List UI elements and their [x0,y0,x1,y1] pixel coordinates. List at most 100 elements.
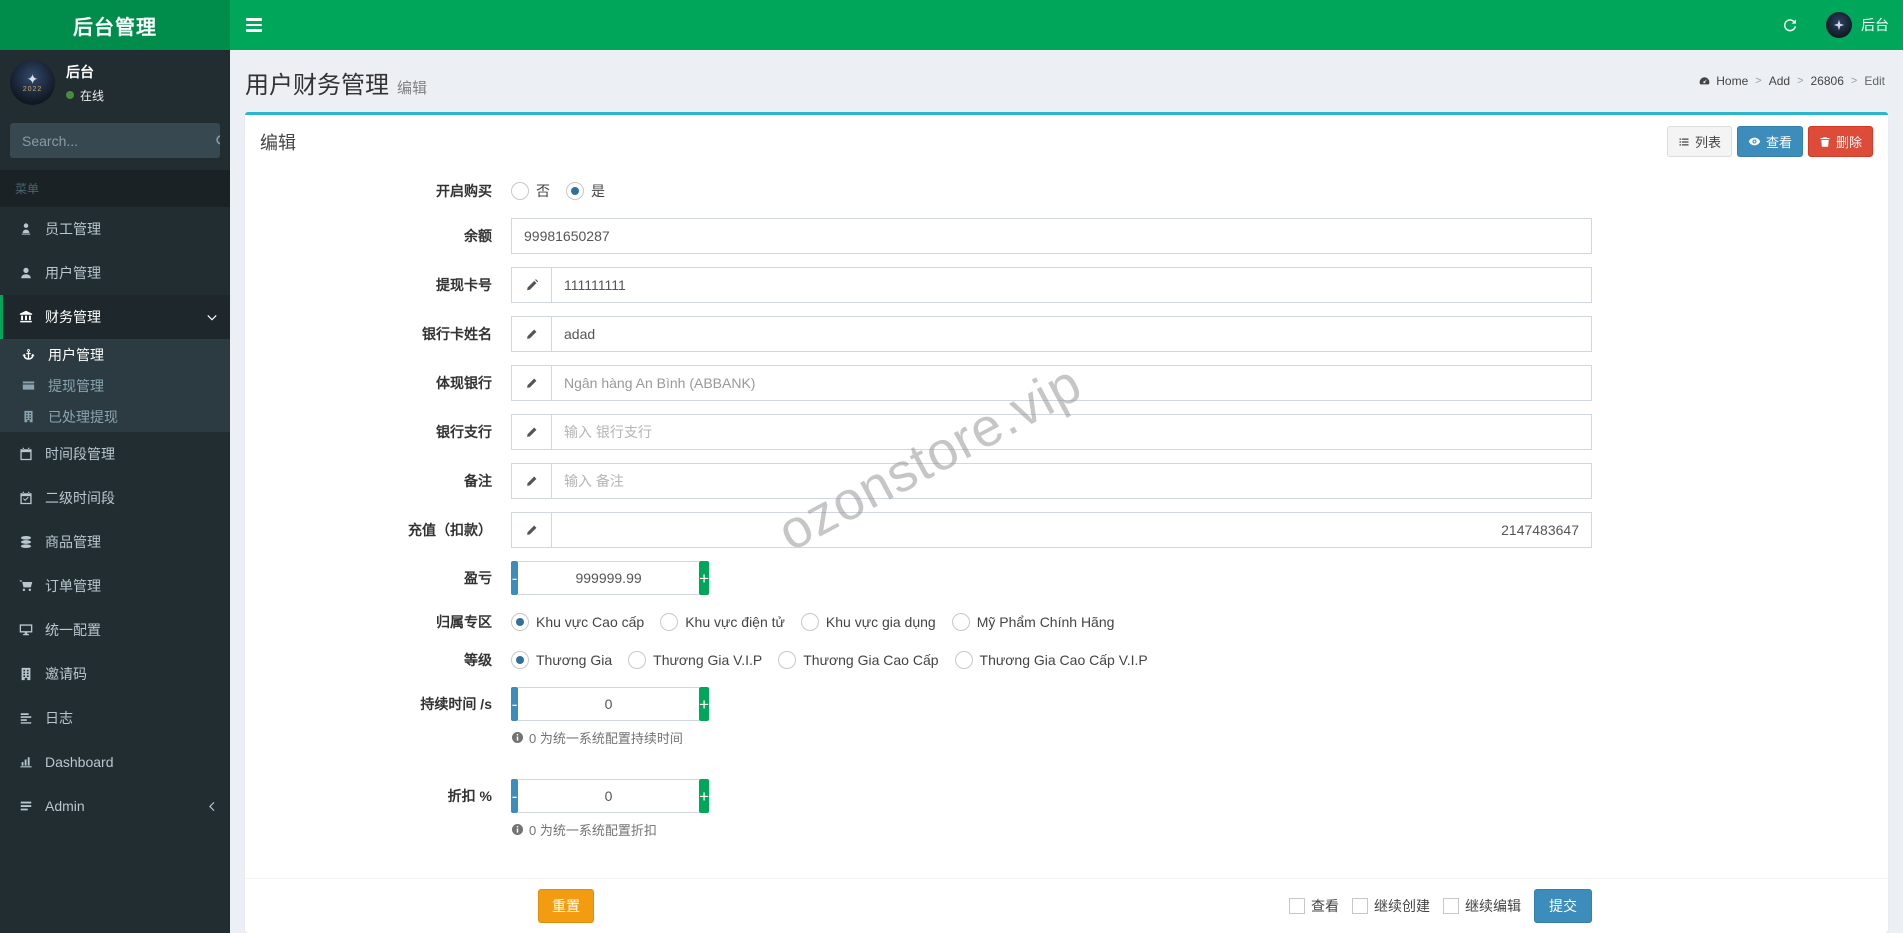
breadcrumb: Home > Add > 26806 > Edit [1698,74,1885,88]
card-name-input[interactable] [551,316,1592,352]
radio-zone-3[interactable]: Mỹ Phẩm Chính Hãng [951,613,1114,631]
duration-plus-button[interactable]: + [699,687,709,721]
discount-spinner: - + [511,779,709,813]
info-icon [511,823,524,836]
pencil-icon [511,463,551,499]
duration-input[interactable] [518,687,700,721]
sidebar-subitem-user-finance[interactable]: 用户管理 [0,339,230,370]
credit-card-icon [18,379,39,392]
breadcrumb-home[interactable]: Home [1698,74,1748,88]
bank-input[interactable] [551,365,1592,401]
sidebar-item-logs[interactable]: 日志 [0,696,230,740]
view-button[interactable]: 查看 [1736,126,1803,157]
avatar-emblem-icon: ✦ [26,71,39,87]
sidebar-toggle-button[interactable] [230,0,278,50]
discount-input[interactable] [518,779,700,813]
refresh-button[interactable] [1768,0,1812,50]
sidebar-item-users[interactable]: 用户管理 [0,251,230,295]
branch-input[interactable] [551,414,1592,450]
radio-zone-1[interactable]: Khu vực điện tử [660,613,785,631]
brand-logo[interactable]: 后台管理 [0,0,230,50]
field-balance: 余额 [245,218,1888,254]
radio-zone-2[interactable]: Khu vực gia dụng [800,613,936,631]
dashboard-gauge-icon [1698,75,1711,88]
refresh-icon [1782,17,1798,33]
sidebar-item-admin[interactable]: Admin [0,784,230,828]
discount-plus-button[interactable]: + [699,779,709,813]
radio-circle-checked [511,651,529,669]
submit-button[interactable]: 提交 [1534,889,1592,923]
field-bank: 体现银行 [245,365,1888,401]
online-status-dot [66,91,74,99]
card-no-input[interactable] [551,267,1592,303]
field-profit: 盈亏 - + [245,561,1888,595]
menu-header: 菜单 [0,170,230,207]
pencil-icon [511,512,551,548]
checkbox-view-after[interactable]: 查看 [1289,896,1339,916]
form-footer: 重置 查看 继续创建 继续编辑 提交 [245,878,1888,933]
duration-minus-button[interactable]: - [511,687,519,721]
sidebar-item-timeslot[interactable]: 时间段管理 [0,432,230,476]
page-subtitle: 编辑 [397,80,428,97]
staff-icon [15,222,36,236]
user-status: 在线 [66,87,104,104]
field-label: 归属专区 [436,614,492,630]
edit-form: 开启购买 否 是 余额 [245,168,1888,878]
page-title: 用户财务管理 编辑 [245,72,428,99]
sidebar-user-panel: ✦ 2022 后台 在线 [0,50,230,115]
radio-level-0[interactable]: Thương Gia [511,651,612,669]
field-card-name: 银行卡姓名 [245,316,1888,352]
balance-input[interactable] [511,218,1592,254]
sidebar-subitem-processed-withdraw[interactable]: 已处理提现 [0,401,230,432]
radio-circle [778,651,797,669]
bank-icon [15,310,36,324]
breadcrumb-id[interactable]: 26806 [1810,74,1844,88]
content-wrapper: 用户财务管理 编辑 Home > Add > 26806 > Edit 编辑 列表 [230,0,1903,933]
chevron-down-icon [206,311,218,323]
navbar: 后台 [230,0,1903,50]
sidebar-item-orders[interactable]: 订单管理 [0,564,230,608]
field-label: 持续时间 /s [420,696,492,712]
sidebar-item-dashboard[interactable]: Dashboard [0,740,230,784]
search-button[interactable] [215,123,220,158]
profit-minus-button[interactable]: - [511,561,519,595]
discount-hint: 0 为统一系统配置折扣 [511,820,1592,839]
remark-input[interactable] [551,463,1592,499]
search-input[interactable] [10,123,215,158]
list-button[interactable]: 列表 [1666,126,1732,157]
sidebar: ✦ 2022 后台 在线 菜单 员工管理 用户管理 [0,50,230,933]
sidebar-item-finance[interactable]: 财务管理 [0,295,230,339]
radio-zone-0[interactable]: Khu vực Cao cấp [511,613,644,631]
profit-plus-button[interactable]: + [699,561,709,595]
chevron-left-icon [207,801,218,812]
radio-level-3[interactable]: Thương Gia Cao Cấp V.I.P [954,651,1148,669]
navbar-right: 后台 [1768,0,1903,50]
sidebar-item-invite-code[interactable]: 邀请码 [0,652,230,696]
delete-button[interactable]: 删除 [1807,126,1873,157]
user-avatar: ✦ 2022 [10,60,55,105]
radio-level-2[interactable]: Thương Gia Cao Cấp [778,651,939,669]
reset-button[interactable]: 重置 [538,889,594,923]
checkbox-continue-edit[interactable]: 继续编辑 [1443,896,1521,916]
recharge-input[interactable] [551,512,1592,548]
radio-level-1[interactable]: Thương Gia V.I.P [628,651,762,669]
radio-circle-checked [566,182,584,200]
sidebar-item-sub-timeslot[interactable]: 二级时间段 [0,476,230,520]
anchor-icon [18,348,39,361]
sidebar-item-config[interactable]: 统一配置 [0,608,230,652]
navbar-user-menu[interactable]: 后台 [1812,0,1903,50]
radio-purchase-no[interactable]: 否 [511,181,550,201]
checkbox-square [1443,898,1459,914]
sidebar-item-staff[interactable]: 员工管理 [0,207,230,251]
profit-input[interactable] [518,561,700,595]
user-name: 后台 [66,63,94,80]
radio-circle [954,651,973,669]
radio-purchase-yes[interactable]: 是 [566,181,605,201]
sidebar-subitem-withdraw[interactable]: 提现管理 [0,370,230,401]
discount-minus-button[interactable]: - [511,779,519,813]
sidebar-item-products[interactable]: 商品管理 [0,520,230,564]
invite-building-icon [15,667,36,681]
breadcrumb-add[interactable]: Add [1768,74,1791,88]
field-label: 备注 [464,473,492,489]
checkbox-continue-create[interactable]: 继续创建 [1352,896,1430,916]
